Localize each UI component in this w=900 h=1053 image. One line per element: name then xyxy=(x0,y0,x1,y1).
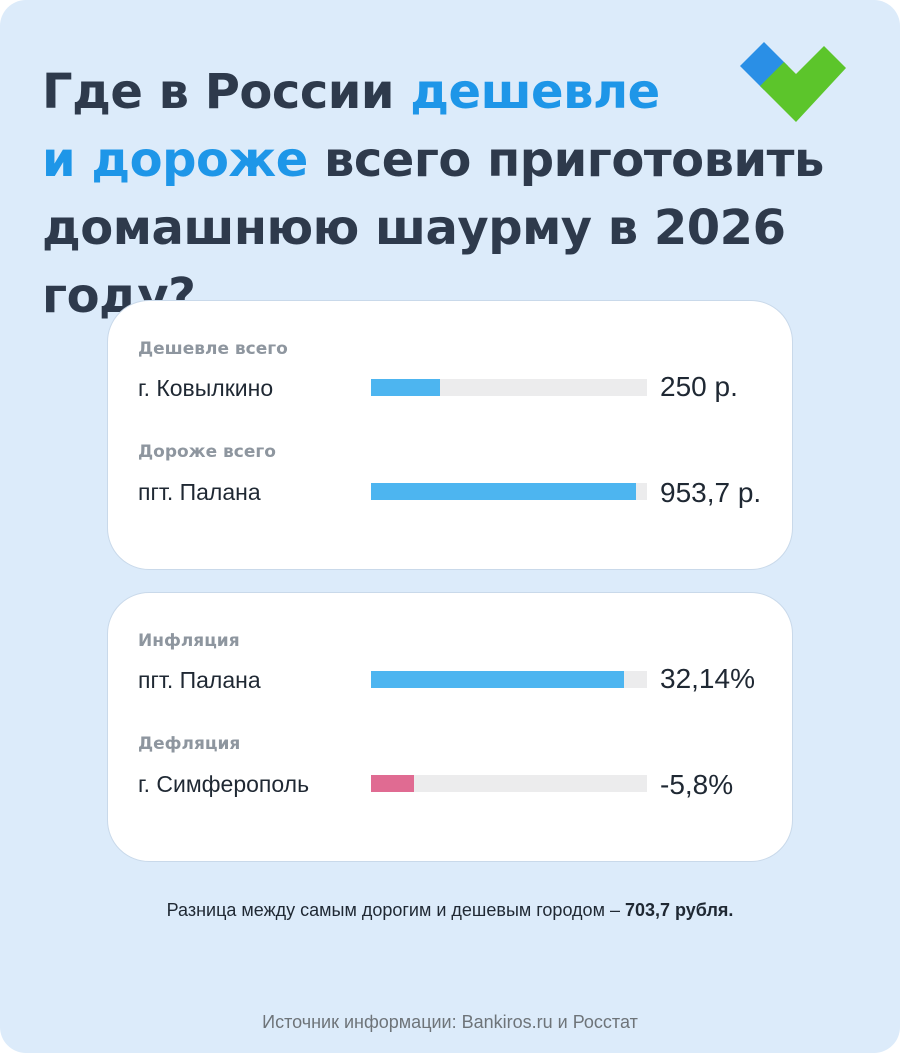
cheapest-city-label: г. Ковылкино xyxy=(138,375,274,401)
title-line2-accent: и дороже xyxy=(42,132,308,188)
expensive-category-label: Дороже всего xyxy=(138,442,276,462)
cheapest-bar-track xyxy=(371,379,647,396)
deflation-category-label: Дефляция xyxy=(138,734,241,754)
title-line2-dark: всего приготовить xyxy=(307,132,824,188)
title-line3-dark: домашнюю шаурму в 2026 году? xyxy=(42,200,786,324)
cheapest-value: 250 р. xyxy=(660,371,738,402)
price-card: Дешевле всего г. Ковылкино 250 р. Дороже… xyxy=(107,300,793,570)
difference-text: Разница между самым дорогим и дешевым го… xyxy=(166,900,625,920)
expensive-city-label: пгт. Палана xyxy=(138,479,261,505)
title-line1-dark: Где в России xyxy=(42,64,411,120)
expensive-bar-track xyxy=(371,483,647,500)
expensive-value: 953,7 р. xyxy=(660,477,762,508)
inflation-bar-track xyxy=(371,671,647,688)
inflation-bar xyxy=(371,671,624,688)
difference-note: Разница между самым дорогим и дешевым го… xyxy=(0,900,900,921)
deflation-city-label: г. Симферополь xyxy=(138,771,310,797)
deflation-value: -5,8% xyxy=(660,769,734,800)
inflation-card: Инфляция пгт. Палана 32,14% Дефляция г. … xyxy=(107,592,793,862)
deflation-bar xyxy=(371,775,414,792)
expensive-bar xyxy=(371,483,636,500)
source-note: Источник информации: Bankiros.ru и Росст… xyxy=(262,1012,638,1032)
inflation-value: 32,14% xyxy=(660,663,755,694)
logo-green-check xyxy=(760,46,846,122)
difference-value: 703,7 рубля. xyxy=(624,900,734,920)
page-title: Где в России дешевле и дороже всего приг… xyxy=(42,58,842,330)
deflation-bar-track xyxy=(371,775,647,792)
inflation-city-label: пгт. Палана xyxy=(138,667,261,693)
cheapest-category-label: Дешевле всего xyxy=(138,339,288,359)
title-line1-accent: дешевле xyxy=(410,64,660,120)
cheapest-bar xyxy=(371,379,440,396)
inflation-category-label: Инфляция xyxy=(138,631,240,651)
checkmark-logo-icon xyxy=(740,42,846,122)
